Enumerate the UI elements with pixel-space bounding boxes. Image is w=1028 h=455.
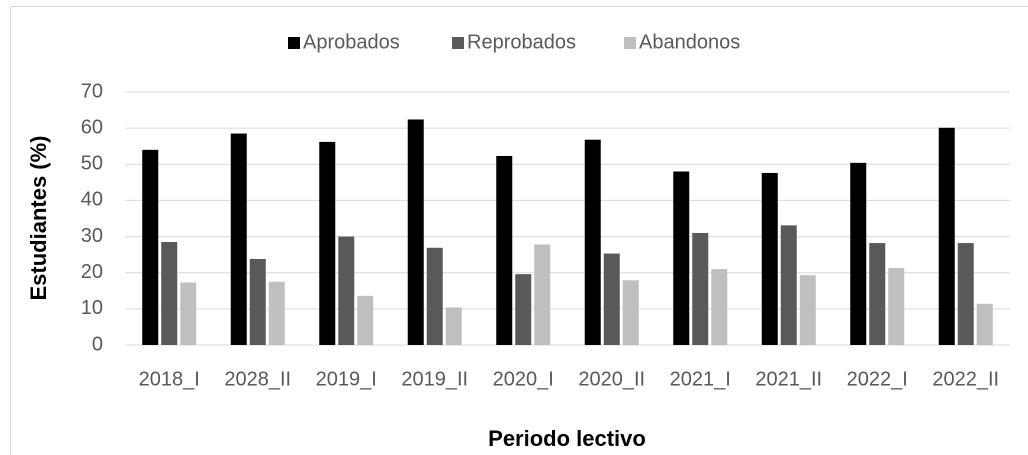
bar [515, 274, 532, 345]
legend-swatch [452, 37, 464, 49]
x-axis-title: Periodo lectivo [488, 426, 646, 451]
y-tick-label: 60 [81, 116, 103, 138]
bar [673, 171, 690, 345]
y-tick-label: 50 [81, 153, 103, 175]
y-tick-label: 70 [81, 80, 103, 102]
bar [761, 172, 778, 345]
chart-border [10, 6, 1028, 455]
bar [692, 232, 709, 345]
bar [249, 258, 266, 345]
bar [230, 133, 247, 345]
bar [957, 243, 974, 345]
bar [603, 253, 620, 345]
bar [426, 247, 443, 345]
y-tick-label: 10 [81, 297, 103, 319]
bar [780, 225, 797, 345]
x-tick-label: 2019_I [316, 368, 377, 390]
bar [711, 269, 728, 345]
bar [161, 241, 178, 345]
y-tick-label: 40 [81, 189, 103, 211]
legend-text: Abandonos [639, 31, 740, 53]
bar [584, 139, 601, 345]
bar [850, 162, 867, 345]
bar [357, 295, 374, 345]
legend-text: Aprobados [303, 31, 400, 53]
x-tick-label: 2021_II [755, 368, 822, 390]
bar [268, 281, 285, 345]
bar [534, 244, 551, 345]
bar [938, 127, 955, 345]
bar [319, 141, 336, 345]
x-tick-label: 2022_I [847, 368, 908, 390]
legend-text: Reprobados [467, 31, 576, 53]
bar [180, 282, 197, 345]
bar [799, 275, 816, 345]
y-tick-label: 0 [92, 333, 103, 355]
x-tick-label: 2021_I [670, 368, 731, 390]
bar [869, 243, 886, 345]
y-tick-label: 20 [81, 261, 103, 283]
bar [496, 155, 513, 345]
x-tick-label: 2020_II [578, 368, 645, 390]
y-tick-label: 30 [81, 225, 103, 247]
bar [338, 236, 355, 345]
bar [976, 303, 993, 345]
x-tick-label: 2019_II [401, 368, 468, 390]
legend-swatch [288, 37, 300, 49]
bar [407, 119, 424, 346]
x-tick-label: 2018_I [139, 368, 200, 390]
bar [622, 280, 639, 345]
x-tick-label: 2020_I [493, 368, 554, 390]
y-axis-title: Estudiantes (%) [26, 135, 51, 300]
bar [888, 268, 905, 345]
bar [445, 307, 462, 345]
bar [142, 149, 159, 345]
x-tick-label: 2028_II [224, 368, 291, 390]
legend-swatch [624, 37, 636, 49]
x-tick-label: 2022_II [932, 368, 999, 390]
